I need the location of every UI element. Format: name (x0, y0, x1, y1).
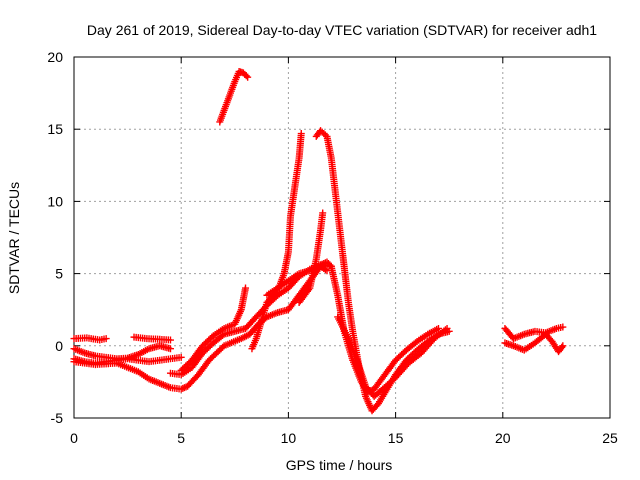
series-track-15 (501, 330, 567, 356)
plot-frame (73, 56, 611, 419)
data-point (559, 323, 567, 331)
data-point (242, 284, 250, 292)
series-track-1 (70, 334, 110, 344)
data-point (443, 324, 451, 332)
data-point (297, 130, 305, 138)
y-axis-label: SDTVAR / TECUs (6, 182, 22, 294)
chart-title: Day 261 of 2019, Sidereal Day-to-day VTE… (87, 22, 597, 38)
data-point (441, 326, 449, 334)
x-tick-label: 15 (388, 430, 404, 446)
y-tick-label: 10 (47, 193, 63, 209)
y-tick-label: 15 (47, 121, 63, 137)
axis-ticks: 0 5 10 15 20 25 -5 0 5 10 15 20 (47, 49, 618, 446)
data-point (177, 385, 185, 393)
data-point (102, 335, 110, 343)
series-track-2 (130, 333, 174, 344)
data-point (166, 336, 174, 344)
data-point (319, 209, 327, 217)
data-point (166, 345, 174, 353)
data-point (326, 261, 334, 269)
data-point (179, 384, 187, 392)
data-point (242, 72, 250, 80)
x-tick-label: 0 (70, 430, 78, 446)
grid-lines (74, 57, 610, 418)
data-point (558, 343, 566, 351)
y-tick-label: 5 (55, 266, 63, 282)
data-point (559, 342, 567, 350)
y-tick-label: -5 (51, 410, 64, 426)
series-track-7 (177, 284, 250, 374)
data-point (305, 286, 313, 294)
data-point (318, 260, 326, 268)
x-tick-label: 10 (281, 430, 297, 446)
x-axis-label: GPS time / hours (286, 457, 393, 473)
series-track-11 (295, 209, 327, 306)
x-tick-label: 20 (495, 430, 511, 446)
data-point (177, 353, 185, 361)
series-track-9 (248, 130, 305, 353)
series-track-8 (216, 67, 252, 126)
series-track-13 (334, 313, 451, 400)
series-track-14 (501, 323, 567, 343)
x-tick-label: 5 (177, 430, 185, 446)
data-point (244, 73, 252, 81)
y-tick-label: 0 (55, 338, 63, 354)
x-tick-label: 25 (602, 430, 618, 446)
data-points (70, 67, 567, 415)
y-tick-label: 20 (47, 49, 63, 65)
data-point (390, 375, 398, 383)
data-point (180, 384, 188, 392)
data-point (321, 259, 329, 267)
